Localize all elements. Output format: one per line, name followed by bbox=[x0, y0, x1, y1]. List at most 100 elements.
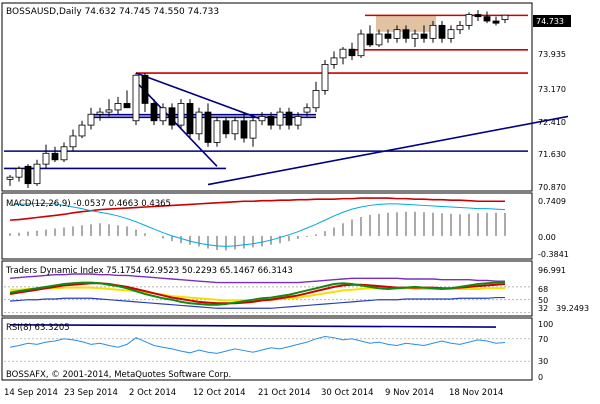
candle-body bbox=[24, 165, 32, 185]
copyright-label: BOSSAFX, © 2001-2014, MetaQuotes Softwar… bbox=[6, 370, 231, 380]
candle-body bbox=[51, 152, 59, 161]
candle-body bbox=[231, 120, 239, 135]
macd-scale-label: -0.3841 bbox=[538, 250, 569, 259]
price-scale-label: 73.935 bbox=[538, 50, 566, 59]
current-price-label: 74.733 bbox=[536, 17, 564, 26]
candle-body bbox=[222, 120, 230, 135]
tdi-scale-label: 32 bbox=[538, 304, 548, 313]
candle-body bbox=[384, 33, 392, 39]
candle-body bbox=[465, 14, 473, 26]
rsi-trendline bbox=[9, 323, 497, 328]
candle-body bbox=[375, 33, 383, 46]
rsi-line bbox=[9, 336, 506, 354]
candle-body bbox=[213, 120, 221, 143]
candle-body bbox=[33, 163, 41, 185]
candle-body bbox=[456, 24, 464, 31]
tdi-lower-band-line bbox=[9, 296, 505, 309]
trendline bbox=[135, 81, 218, 167]
resistance-zone bbox=[376, 15, 436, 32]
candle-body bbox=[6, 176, 14, 180]
candle-body bbox=[429, 24, 437, 39]
price-scale-label: 72.410 bbox=[538, 118, 566, 127]
candle-body bbox=[312, 90, 320, 109]
candle-body bbox=[195, 111, 203, 135]
symbol-label: BOSSAUSD,Daily 74.632 74.745 74.550 74.7… bbox=[6, 7, 219, 17]
candle-body bbox=[150, 103, 158, 122]
candle-body bbox=[438, 24, 446, 39]
candle-body bbox=[114, 103, 122, 111]
candle-body bbox=[159, 107, 167, 122]
candle-body bbox=[348, 48, 356, 57]
time-axis-label: 14 Sep 2014 bbox=[4, 388, 58, 398]
candle-body bbox=[393, 29, 401, 39]
candle-body bbox=[330, 57, 338, 65]
rsi-scale-label: 70 bbox=[538, 335, 548, 344]
rsi-scale-label: 0 bbox=[538, 373, 543, 382]
candle-body bbox=[186, 103, 194, 135]
time-axis-label: 18 Nov 2014 bbox=[449, 388, 503, 398]
trendline bbox=[135, 72, 263, 121]
tdi-panel[interactable]: Traders Dynamic Index 75.1754 62.9523 50… bbox=[1, 260, 589, 317]
time-axis-label: 23 Sep 2014 bbox=[64, 388, 118, 398]
candle-body bbox=[42, 152, 50, 165]
candle-body bbox=[87, 113, 95, 126]
candle-body bbox=[474, 14, 482, 18]
trendline bbox=[207, 115, 569, 186]
candle-body bbox=[204, 111, 212, 143]
candle-body bbox=[96, 111, 104, 115]
candle-body bbox=[402, 29, 410, 39]
candle-body bbox=[321, 63, 329, 91]
candle-body bbox=[105, 109, 113, 113]
candle-body bbox=[339, 48, 347, 59]
time-axis-label: 12 Oct 2014 bbox=[193, 388, 246, 398]
candle-body bbox=[303, 107, 311, 113]
macd-panel[interactable]: MACD(12,26,9) -0.0537 0.4663 0.4365 0.74… bbox=[1, 192, 569, 260]
tdi-scale-label: 39.2493 bbox=[556, 304, 589, 313]
candle-body bbox=[249, 120, 257, 139]
candle-body bbox=[69, 135, 77, 148]
candle-body bbox=[168, 107, 176, 126]
price-scale: 73.935 73.170 72.410 71.630 70.870 bbox=[538, 50, 566, 192]
candle-body bbox=[258, 116, 266, 122]
macd-label: MACD(12,26,9) -0.0537 0.4663 0.4365 bbox=[6, 199, 171, 209]
time-axis: 14 Sep 2014 23 Sep 2014 2 Oct 2014 12 Oc… bbox=[4, 388, 503, 398]
candle-body bbox=[357, 33, 365, 57]
candle-body bbox=[267, 116, 275, 126]
rsi-panel[interactable]: RSI(8) 63.3205 100 70 30 0 BOSSAFX, © 20… bbox=[1, 317, 553, 382]
candle-body bbox=[411, 33, 419, 39]
candle-body bbox=[285, 111, 293, 126]
candle-body bbox=[447, 29, 455, 39]
tdi-price-line bbox=[9, 280, 506, 306]
candle-body bbox=[78, 124, 86, 137]
candle-body bbox=[492, 20, 500, 24]
current-price-box bbox=[533, 15, 571, 27]
macd-scale-label: 0.7409 bbox=[538, 197, 566, 206]
price-scale-label: 73.170 bbox=[538, 85, 566, 94]
candle-body bbox=[501, 14, 509, 21]
price-scale-label: 70.870 bbox=[538, 183, 566, 192]
macd-line bbox=[9, 202, 506, 247]
macd-scale-label: 0.00 bbox=[538, 233, 556, 242]
rsi-label: RSI(8) 63.3205 bbox=[6, 323, 70, 333]
rsi-scale-label: 30 bbox=[538, 357, 548, 366]
candle-body bbox=[141, 74, 149, 104]
candle-body bbox=[60, 146, 68, 161]
rsi-scale-label: 100 bbox=[538, 320, 553, 329]
candle-body bbox=[240, 120, 248, 139]
candle-body bbox=[132, 74, 140, 122]
price-panel[interactable]: BOSSAUSD,Daily 74.632 74.745 74.550 74.7… bbox=[1, 2, 571, 192]
tdi-upper-band-line bbox=[9, 273, 505, 284]
time-axis-label: 2 Oct 2014 bbox=[129, 388, 176, 398]
tdi-market-base-line bbox=[10, 286, 505, 302]
tdi-scale-label: 96.991 bbox=[538, 266, 566, 275]
tdi-scale-label: 68 bbox=[538, 285, 548, 294]
candle-body bbox=[123, 103, 131, 109]
candle-body bbox=[366, 33, 374, 46]
candle-body bbox=[420, 33, 428, 39]
time-axis-label: 30 Oct 2014 bbox=[321, 388, 374, 398]
tdi-scale-label: 50 bbox=[538, 296, 548, 305]
tdi-label: Traders Dynamic Index 75.1754 62.9523 50… bbox=[5, 266, 293, 276]
candle-body bbox=[483, 16, 491, 22]
candle-body bbox=[276, 111, 284, 126]
